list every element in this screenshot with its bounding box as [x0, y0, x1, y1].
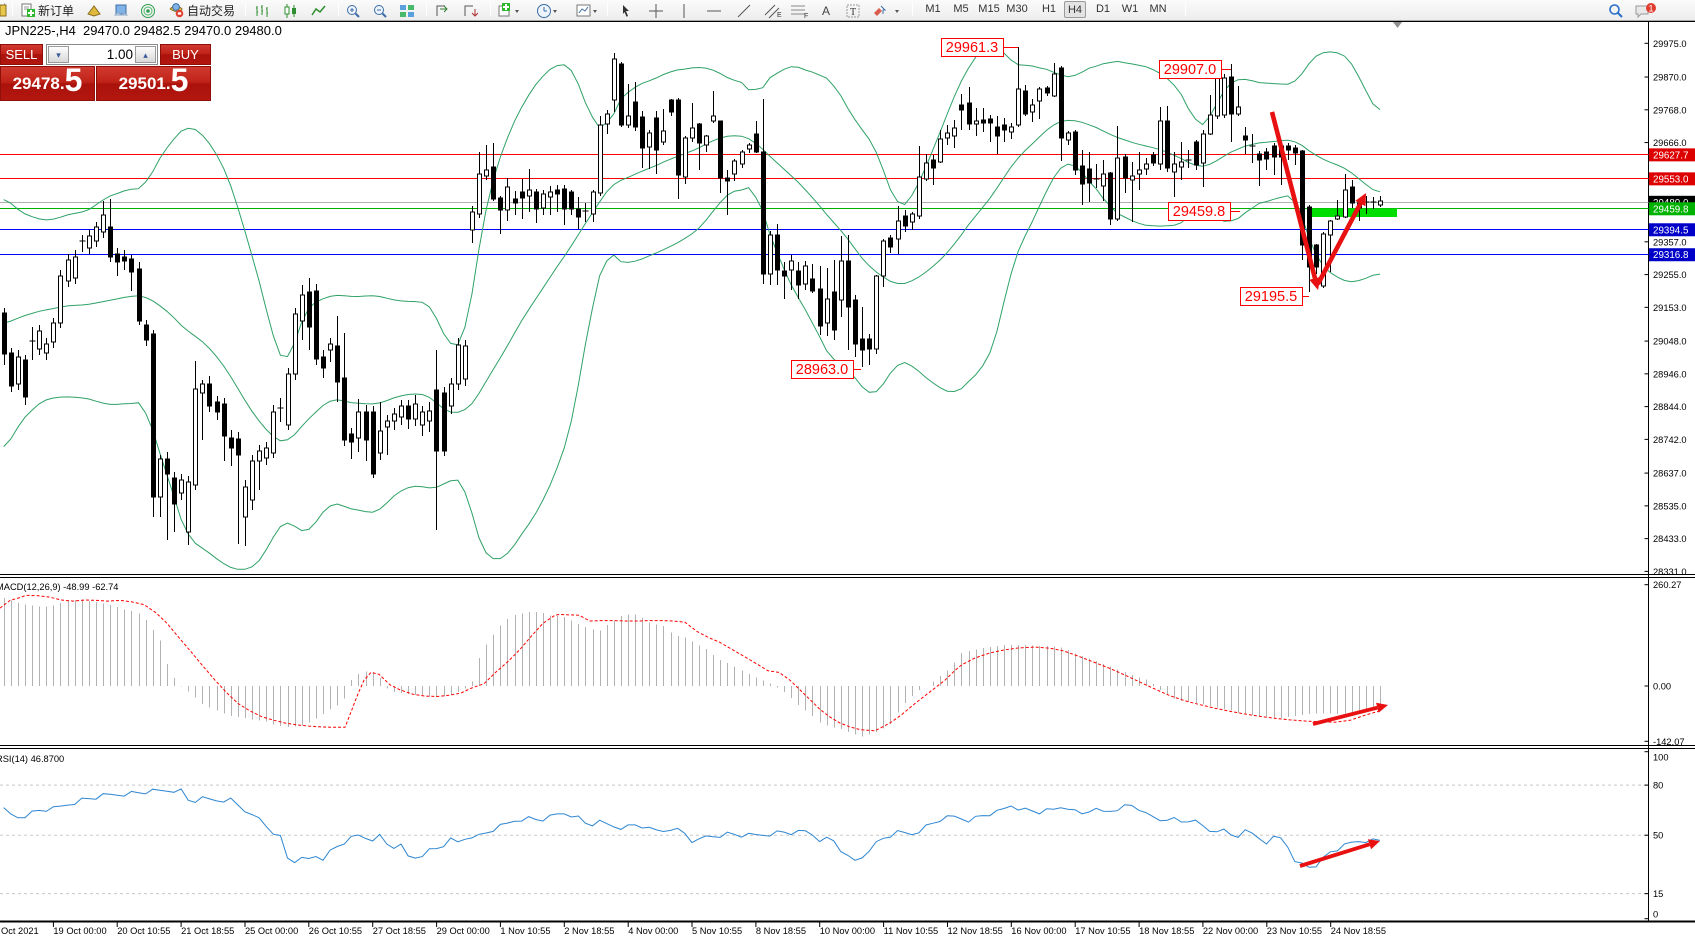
svg-text:15: 15 [1653, 889, 1663, 899]
svg-text:1 Nov 10:55: 1 Nov 10:55 [500, 926, 550, 936]
svg-text:28637.0: 28637.0 [1653, 469, 1687, 479]
svg-text:29666.0: 29666.0 [1653, 138, 1687, 148]
svg-text:19 Oct 00:00: 19 Oct 00:00 [53, 926, 106, 936]
svg-text:50: 50 [1653, 831, 1663, 841]
svg-text:F: F [804, 13, 808, 19]
svg-text:29394.5: 29394.5 [1653, 225, 1689, 236]
svg-text:28331.0: 28331.0 [1653, 567, 1687, 577]
svg-text:24 Nov 18:55: 24 Nov 18:55 [1331, 926, 1386, 936]
svg-text:11 Nov 10:55: 11 Nov 10:55 [884, 926, 939, 936]
svg-text:JPN225-,H4 29470.0 29482.5 29: JPN225-,H4 29470.0 29482.5 29470.0 29480… [5, 23, 282, 38]
svg-text:10 Nov 00:00: 10 Nov 00:00 [820, 926, 875, 936]
svg-text:80: 80 [1653, 781, 1663, 791]
svg-text:29553.0: 29553.0 [1653, 174, 1689, 185]
svg-text:29627.7: 29627.7 [1653, 150, 1688, 161]
svg-text:28433.0: 28433.0 [1653, 534, 1687, 544]
svg-text:RSI(14) 46.8700: RSI(14) 46.8700 [0, 754, 64, 764]
svg-text:28844.0: 28844.0 [1653, 402, 1687, 412]
svg-text:16 Nov 00:00: 16 Nov 00:00 [1011, 926, 1066, 936]
svg-text:2 Nov 18:55: 2 Nov 18:55 [564, 926, 614, 936]
svg-text:28535.0: 28535.0 [1653, 501, 1687, 511]
svg-text:4 Nov 00:00: 4 Nov 00:00 [628, 926, 678, 936]
svg-text:29459.8: 29459.8 [1173, 204, 1225, 220]
svg-text:28963.0: 28963.0 [796, 362, 848, 378]
svg-text:0: 0 [1653, 910, 1658, 920]
svg-text:29357.0: 29357.0 [1653, 237, 1687, 247]
svg-text:21 Oct 18:55: 21 Oct 18:55 [181, 926, 234, 936]
svg-text:25 Oct 00:00: 25 Oct 00:00 [245, 926, 298, 936]
svg-text:-142.07: -142.07 [1653, 737, 1685, 747]
svg-text:29459.8: 29459.8 [1653, 204, 1689, 215]
svg-text:T: T [850, 7, 856, 18]
svg-text:28946.0: 28946.0 [1653, 369, 1687, 379]
svg-text:8 Nov 18:55: 8 Nov 18:55 [756, 926, 806, 936]
svg-text:29153.0: 29153.0 [1653, 303, 1687, 313]
svg-text:29907.0: 29907.0 [1164, 62, 1216, 78]
svg-text:260.27: 260.27 [1653, 580, 1681, 590]
svg-text:23 Nov 10:55: 23 Nov 10:55 [1267, 926, 1322, 936]
svg-text:E: E [777, 12, 782, 19]
svg-text:29870.0: 29870.0 [1653, 73, 1687, 83]
svg-text:28742.0: 28742.0 [1653, 435, 1687, 445]
svg-text:29195.5: 29195.5 [1245, 289, 1297, 305]
svg-text:29316.8: 29316.8 [1653, 250, 1689, 261]
svg-text:29048.0: 29048.0 [1653, 337, 1687, 347]
svg-text:12 Nov 18:55: 12 Nov 18:55 [948, 926, 1003, 936]
svg-text:20 Oct 10:55: 20 Oct 10:55 [117, 926, 170, 936]
svg-text:29 Oct 00:00: 29 Oct 00:00 [437, 926, 490, 936]
svg-text:0.00: 0.00 [1653, 682, 1671, 692]
svg-text:26 Oct 10:55: 26 Oct 10:55 [309, 926, 362, 936]
svg-text:29975.0: 29975.0 [1653, 39, 1687, 49]
svg-text:29961.3: 29961.3 [946, 40, 998, 56]
svg-text:29768.0: 29768.0 [1653, 105, 1687, 115]
svg-text:Oct 2021: Oct 2021 [1, 926, 39, 936]
svg-text:27 Oct 18:55: 27 Oct 18:55 [373, 926, 426, 936]
svg-text:22 Nov 00:00: 22 Nov 00:00 [1203, 926, 1258, 936]
svg-text:29255.0: 29255.0 [1653, 270, 1687, 280]
svg-text:18 Nov 18:55: 18 Nov 18:55 [1139, 926, 1194, 936]
svg-text:MACD(12,26,9) -48.99 -62.74: MACD(12,26,9) -48.99 -62.74 [0, 582, 118, 592]
svg-text:17 Nov 10:55: 17 Nov 10:55 [1075, 926, 1130, 936]
svg-text:100: 100 [1653, 753, 1669, 763]
svg-text:1: 1 [1648, 3, 1653, 13]
svg-text:5 Nov 10:55: 5 Nov 10:55 [692, 926, 742, 936]
